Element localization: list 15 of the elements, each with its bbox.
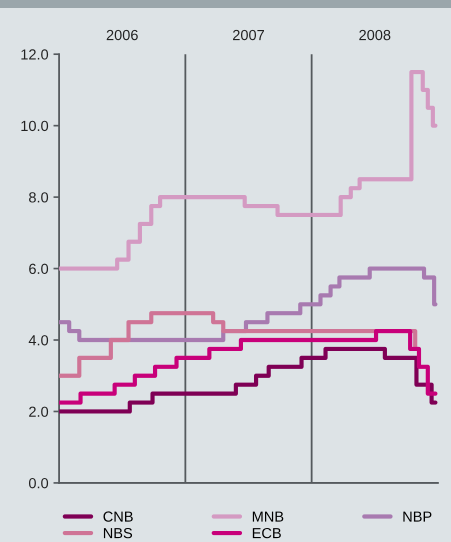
x-tick-label: 2007: [233, 30, 264, 40]
x-tick-label: 2008: [359, 30, 390, 40]
x-tick-label: 2006: [106, 30, 138, 40]
y-tick-label: 12.0: [21, 49, 48, 60]
y-tick-label: 0.0: [28, 478, 48, 488]
y-tick-label: 6.0: [29, 264, 48, 274]
y-tick-label: 10.0: [21, 120, 48, 132]
y-tick-label: 4.0: [28, 335, 48, 346]
legend-label: ECB: [252, 528, 281, 538]
y-tick-label: 2.0: [29, 406, 48, 417]
legend-label: MNB: [252, 512, 284, 522]
y-tick-label: 8.0: [29, 192, 48, 203]
legend-label: NBP: [403, 512, 432, 522]
legend-label: NBS: [104, 528, 132, 538]
legend-label: CNB: [103, 511, 133, 522]
